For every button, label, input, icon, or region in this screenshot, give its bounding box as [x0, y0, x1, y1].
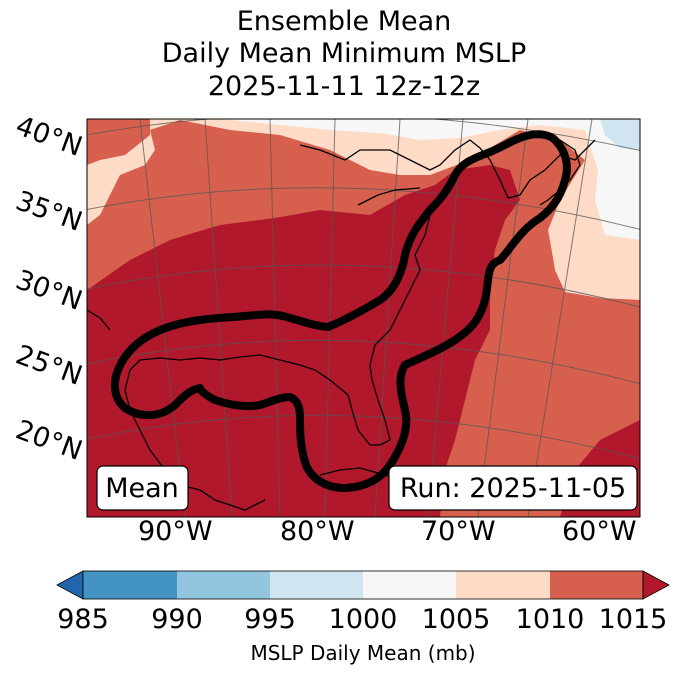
- texas-coast: [87, 309, 111, 331]
- parallel-30n: [87, 264, 640, 308]
- colorbar-tick-1015: 1015: [598, 604, 668, 635]
- colorbar-bin-1010: [550, 571, 643, 599]
- mexico-coast: [139, 429, 266, 511]
- lake-erie: [357, 187, 421, 206]
- colorbar-bin-1000: [363, 571, 456, 599]
- gulf-coast: [124, 354, 349, 431]
- colorbar: [56, 570, 670, 600]
- meridian-65w: [427, 119, 464, 517]
- lat-label-30: 30°N: [12, 264, 87, 316]
- title-line-2: Daily Mean Minimum MSLP: [161, 38, 527, 69]
- colorbar-bin-1005: [456, 571, 550, 599]
- mslp-1010-contour: [110, 130, 571, 492]
- title-line-3: 2025-11-11 12z-12z: [207, 71, 481, 102]
- colorbar-extend-max: [642, 570, 670, 600]
- colorbar-extend-min: [56, 570, 84, 600]
- field-1015-band: [87, 165, 520, 517]
- colorbar-tick-985: 985: [57, 604, 109, 635]
- colorbar-tick-1005: 1005: [421, 604, 491, 635]
- colorbar-tick-1010: 1010: [515, 604, 585, 635]
- graticule: [87, 119, 640, 517]
- meridian-90w: [139, 119, 186, 517]
- field-1010-band-nw: [87, 119, 150, 165]
- parallel-40n: [87, 119, 640, 152]
- run-box-label: Run: 2025-11-05: [400, 473, 626, 504]
- field-995-band: [600, 119, 640, 150]
- lon-label-60w: 60°W: [562, 516, 637, 547]
- meridian-55w: [527, 119, 593, 517]
- nova-scotia-coast: [539, 139, 581, 206]
- mean-box-label: Mean: [105, 473, 179, 504]
- lon-label-80w: 80°W: [280, 516, 355, 547]
- meridian-75w: [324, 119, 336, 517]
- parallel-20n: [87, 414, 640, 460]
- colorbar-bin-990: [177, 571, 270, 599]
- meridian-70w: [374, 119, 401, 517]
- lat-label-25: 25°N: [12, 339, 87, 391]
- field-1000-band: [220, 119, 640, 240]
- lat-label-20: 20°N: [12, 414, 87, 466]
- lon-label-90w: 90°W: [138, 516, 213, 547]
- colorbar-tick-990: 990: [151, 604, 203, 635]
- meridian-60w: [477, 119, 529, 517]
- lat-label-35: 35°N: [12, 185, 87, 237]
- parallel-35n: [87, 187, 640, 230]
- map-panel: [87, 119, 640, 517]
- colorbar-tick-1000: 1000: [328, 604, 398, 635]
- map-frame: [86, 118, 641, 518]
- great-lakes-coast: [299, 139, 596, 199]
- colorbar-label: MSLP Daily Mean (mb): [250, 641, 476, 665]
- colorbar-bin-985: [83, 571, 177, 599]
- colorbar-bin-995: [270, 571, 363, 599]
- colorbar-tick-995: 995: [244, 604, 296, 635]
- parallel-25n: [87, 339, 640, 385]
- lon-label-70w: 70°W: [421, 516, 496, 547]
- mean-box: Mean: [96, 465, 189, 511]
- atlantic-coast: [347, 214, 431, 446]
- run-box: Run: 2025-11-05: [388, 465, 638, 511]
- lat-label-40: 40°N: [12, 110, 87, 162]
- title-line-1: Ensemble Mean: [236, 6, 452, 37]
